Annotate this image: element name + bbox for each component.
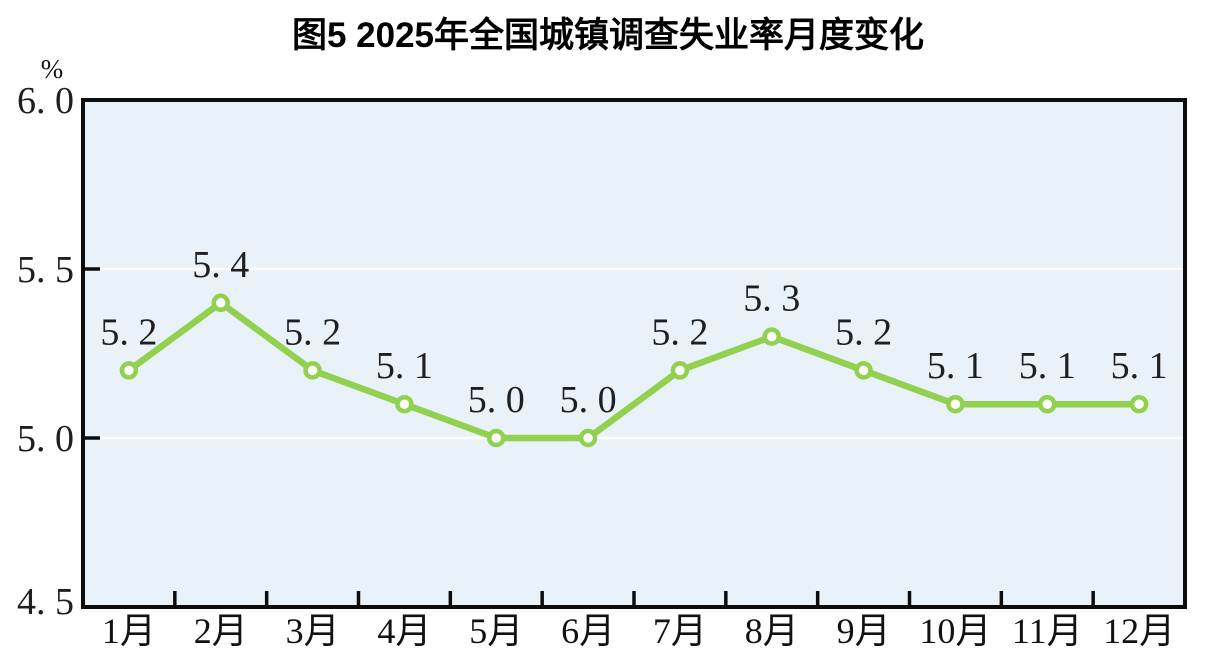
data-point-marker bbox=[395, 394, 414, 414]
x-axis-tick-label: 7月 bbox=[653, 611, 707, 651]
data-point-label: 5. 1 bbox=[1111, 345, 1168, 387]
data-point-marker bbox=[487, 428, 506, 448]
x-axis-tick-label: 4月 bbox=[377, 611, 431, 651]
data-point-label: 5. 2 bbox=[284, 311, 341, 353]
x-axis-tick-label: 1月 bbox=[102, 611, 156, 651]
data-point-label: 5. 1 bbox=[927, 345, 984, 387]
data-point-label: 5. 0 bbox=[468, 379, 525, 421]
data-point-label: 5. 0 bbox=[560, 379, 617, 421]
data-point-label: 5. 4 bbox=[192, 244, 249, 286]
data-point-label: 5. 2 bbox=[100, 311, 157, 353]
y-axis-tick-label: 5. 0 bbox=[17, 418, 74, 460]
data-point-label: 5. 1 bbox=[376, 345, 433, 387]
x-axis-tick-label: 10月 bbox=[919, 611, 991, 651]
y-axis-tick-label: 4. 5 bbox=[17, 581, 74, 623]
x-axis-tick-label: 12月 bbox=[1103, 611, 1175, 651]
data-line bbox=[125, 299, 1143, 442]
x-axis-tick-label: 3月 bbox=[286, 611, 340, 651]
plot-border bbox=[81, 98, 1187, 609]
data-point-marker bbox=[854, 361, 873, 380]
data-point-marker bbox=[1038, 394, 1057, 414]
data-point-marker bbox=[762, 327, 781, 346]
plot-background bbox=[83, 100, 1185, 607]
x-axis-tick-label: 9月 bbox=[837, 611, 891, 651]
chart-title: 图5 2025年全国城镇调查失业率月度变化 bbox=[292, 15, 924, 55]
x-axis-tick-label: 8月 bbox=[745, 611, 799, 651]
data-point-label: 5. 2 bbox=[651, 311, 708, 353]
x-axis-tick-label: 6月 bbox=[561, 611, 615, 651]
data-point-marker bbox=[1129, 394, 1149, 414]
data-point-marker bbox=[578, 428, 598, 448]
y-axis-tick-label: 6. 0 bbox=[17, 80, 74, 122]
y-axis-unit-label: % bbox=[41, 54, 64, 84]
data-point-marker bbox=[303, 361, 322, 380]
x-axis-tick-label: 11月 bbox=[1012, 611, 1083, 651]
data-point-marker bbox=[119, 361, 139, 380]
data-point-marker bbox=[946, 394, 965, 414]
plot-area: 4. 5 5. 0 5. 5 6. 0 1月 2月 3月 4月 5月 6月 7月 8月 9月 10月 11月… bbox=[17, 80, 1187, 651]
x-axis-tick-label: 2月 bbox=[194, 611, 248, 651]
x-axis-tick-label: 5月 bbox=[469, 611, 523, 651]
data-point-marker bbox=[670, 361, 690, 380]
data-point-marker bbox=[211, 293, 230, 313]
y-axis-tick-label: 5. 5 bbox=[17, 249, 74, 291]
data-point-label: 5. 2 bbox=[835, 311, 892, 353]
data-point-label: 5. 1 bbox=[1019, 345, 1076, 387]
data-point-label: 5. 3 bbox=[743, 278, 800, 320]
